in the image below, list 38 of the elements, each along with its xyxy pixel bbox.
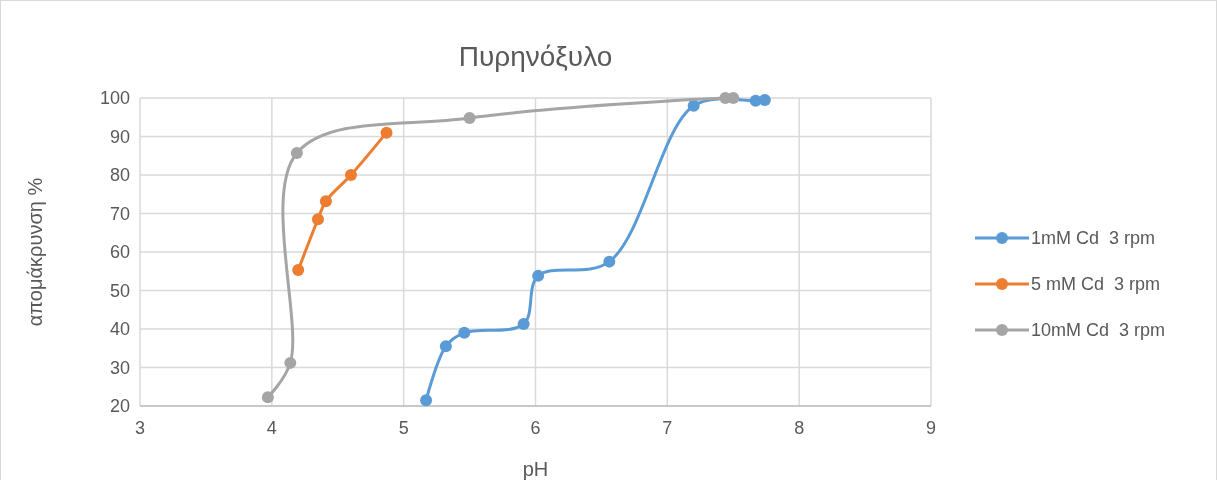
- point: [532, 269, 545, 282]
- x-axis-title: pH: [522, 458, 549, 480]
- point: [687, 99, 700, 112]
- y-tick-label: 90: [109, 126, 130, 147]
- y-tick-label: 40: [109, 319, 130, 340]
- chart-title: Πυρηνόξυλο: [458, 41, 613, 72]
- y-tick-label: 100: [99, 88, 130, 109]
- point: [344, 169, 357, 181]
- x-tick-label: 7: [662, 418, 673, 438]
- y-tick-label: 60: [109, 242, 130, 263]
- y-tick-label: 80: [109, 165, 130, 186]
- point: [311, 213, 324, 226]
- y-axis-title: απομάκρυνση %: [24, 177, 46, 327]
- point: [463, 112, 476, 125]
- y-tick-label: 20: [109, 396, 130, 417]
- point: [261, 391, 274, 404]
- y-tick-label: 50: [109, 280, 130, 301]
- point: [517, 318, 530, 330]
- x-tick-label: 4: [266, 418, 277, 438]
- x-tick-label: 3: [134, 418, 146, 438]
- point: [292, 264, 305, 277]
- point: [439, 340, 452, 353]
- point: [290, 147, 303, 160]
- x-tick-label: 5: [398, 418, 409, 438]
- point: [380, 126, 393, 139]
- y-tick-label: 30: [109, 357, 130, 378]
- point: [458, 326, 471, 339]
- point: [420, 394, 433, 407]
- y-tick-label: 70: [109, 203, 130, 224]
- legend-label: 10mM Cd 3 rpm: [1031, 320, 1166, 341]
- x-tick-label: 6: [530, 418, 541, 438]
- legend-label: 1mM Cd 3 rpm: [1031, 228, 1156, 249]
- legend-label: 5 mM Cd 3 rpm: [1031, 274, 1161, 295]
- x-tick-label: 8: [794, 418, 805, 438]
- point: [319, 195, 332, 208]
- point: [603, 255, 616, 268]
- point: [284, 356, 297, 369]
- x-tick-label: 9: [925, 418, 937, 438]
